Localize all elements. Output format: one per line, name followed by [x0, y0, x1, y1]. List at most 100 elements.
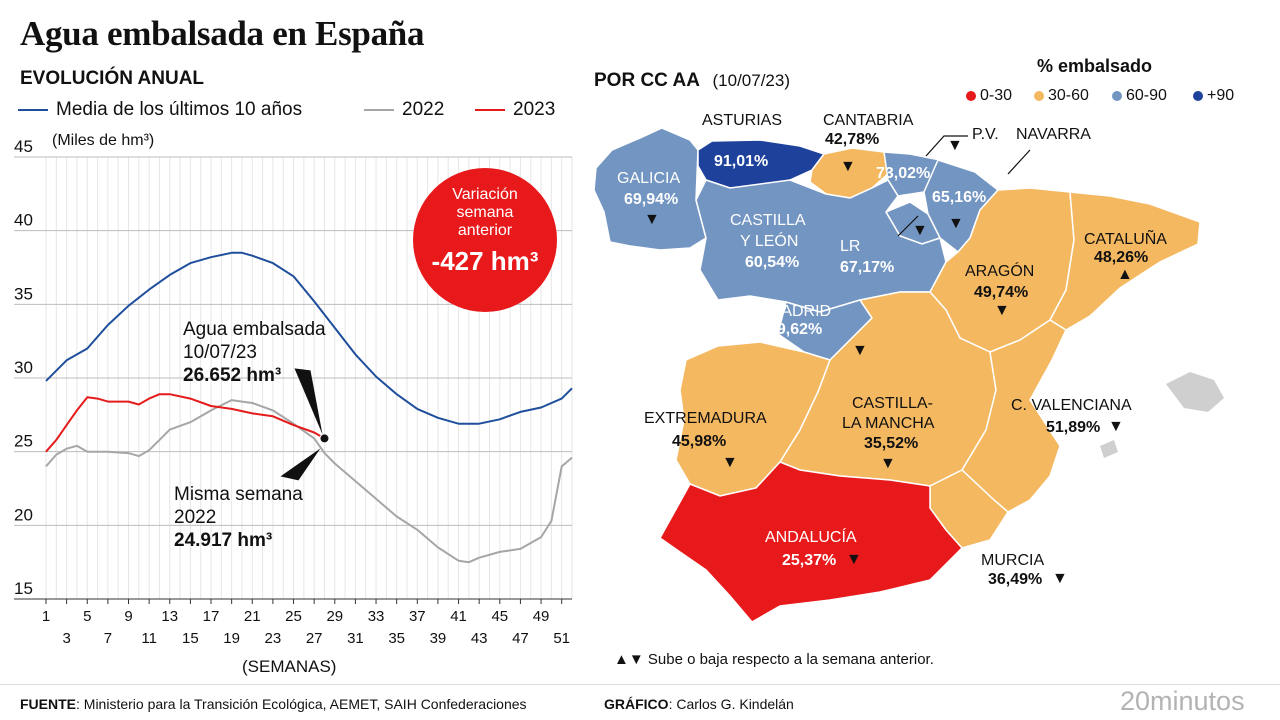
- section-title-ccaa-label: POR CC AA: [594, 70, 700, 91]
- region-cantabria: [809, 147, 891, 199]
- page-title: Agua embalsada en España: [20, 14, 425, 53]
- label-murcia: MURCIA: [981, 552, 1045, 569]
- label-andalucia: ANDALUCÍA: [765, 529, 857, 546]
- label-madrid: MADRID: [768, 303, 832, 320]
- legend-label-2023: 2023: [513, 99, 556, 120]
- arrow-extremadura: ▼: [722, 454, 738, 471]
- region-andalucia: [659, 461, 964, 623]
- map-legend-dot-red: [966, 90, 976, 101]
- region-galicia: [593, 127, 707, 251]
- x-axis-label: (SEMANAS): [242, 657, 337, 676]
- region-baleares-ibiza: [1100, 440, 1118, 458]
- series-line-2023: [45, 393, 325, 453]
- footer-source: FUENTE: Ministerio para la Transición Ec…: [20, 696, 527, 712]
- x-tick-label: 37: [409, 608, 426, 625]
- pct-cataluna: 48,26%: [1094, 249, 1149, 266]
- label-cantabria: CANTABRIA: [823, 112, 914, 129]
- label-asturias: ASTURIAS: [702, 112, 783, 129]
- series-line-2022: [45, 399, 573, 564]
- map-legend-item-60-90: 60-90: [1112, 87, 1167, 105]
- legend-item-2022: 2022: [364, 99, 444, 121]
- label-castilla-la-mancha-1: CASTILLA-: [852, 395, 933, 412]
- annotation-2023-line1: Agua embalsada: [183, 319, 326, 340]
- x-tick-label: 11: [141, 630, 157, 647]
- x-tick-label: 13: [161, 608, 178, 625]
- arrow-cantabria: ▼: [840, 158, 856, 175]
- leader-line-pv: [925, 135, 968, 157]
- map-note: ▲▼ Sube o baja respecto a la semana ante…: [614, 651, 934, 668]
- legend-item-average: Media de los últimos 10 años: [18, 99, 302, 121]
- pct-cantabria: 42,78%: [825, 131, 880, 148]
- x-tick-label: 43: [471, 630, 488, 647]
- annotation-pointer-2023: [294, 368, 323, 435]
- arrow-galicia: ▼: [644, 211, 660, 228]
- pct-valencia: 51,89%: [1046, 419, 1101, 436]
- x-tick-label: 31: [347, 630, 364, 647]
- x-tick-label: 49: [533, 608, 550, 625]
- map-legend-label: 0-30: [980, 87, 1013, 104]
- footer-divider: [0, 684, 1280, 685]
- y-tick-label: 30: [14, 358, 33, 377]
- section-title-ccaa: POR CC AA (10/07/23): [594, 70, 790, 92]
- arrow-madrid: ▼: [852, 342, 868, 359]
- x-tick-label: 33: [368, 608, 385, 625]
- annotation-pointer-2022: [280, 448, 321, 481]
- footer-source-label: FUENTE: [20, 696, 76, 712]
- legend-label-2022: 2022: [402, 99, 445, 120]
- map-legend-dot-orange: [1034, 90, 1044, 101]
- region-baleares-mallorca: [1166, 372, 1224, 412]
- x-tick-label: 5: [83, 608, 91, 625]
- variation-bubble: Variación semana anterior -427 hm³: [413, 168, 557, 312]
- pct-andalucia: 25,37%: [782, 552, 837, 569]
- arrow-aragon: ▼: [994, 302, 1010, 319]
- footer-graphic-label: GRÁFICO: [604, 696, 669, 712]
- y-tick-label: 35: [14, 284, 33, 303]
- label-castilla-la-mancha-2: LA MANCHA: [842, 415, 935, 432]
- annotation-marker: [319, 433, 330, 444]
- pct-pv: 73,02%: [876, 165, 931, 182]
- bubble-value: -427 hm³: [431, 246, 539, 276]
- footer-graphic-text: : Carlos G. Kindelán: [668, 696, 794, 712]
- y-tick-label: 40: [14, 211, 33, 230]
- map-legend-dot-lightblue: [1112, 90, 1122, 101]
- x-tick-label: 27: [306, 630, 323, 647]
- region-asturias: [697, 139, 826, 189]
- pct-la-rioja: 67,17%: [840, 259, 895, 276]
- annotation-2023-value: 26.652 hm³: [183, 365, 282, 386]
- label-galicia: GALICIA: [617, 170, 681, 187]
- map-note-arrows: ▲▼: [614, 651, 644, 668]
- map-legend-label: 30-60: [1048, 87, 1089, 104]
- pct-galicia: 69,94%: [624, 191, 679, 208]
- arrow-navarra: ▼: [948, 215, 964, 232]
- x-tick-label: 35: [388, 630, 405, 647]
- leader-line-navarra: [1007, 149, 1031, 175]
- region-cataluna: [1049, 191, 1201, 331]
- arrow-pv: ▼: [947, 137, 963, 154]
- label-aragon: ARAGÓN: [965, 263, 1035, 280]
- map-legend-dot-darkblue: [1193, 90, 1203, 101]
- map-legend-label: 60-90: [1126, 87, 1167, 104]
- label-castilla-leon-1: CASTILLA: [730, 212, 806, 229]
- x-tick-label: 21: [244, 608, 261, 625]
- y-tick-label: 25: [14, 432, 33, 451]
- pct-asturias: 91,01%: [714, 153, 769, 170]
- region-valencia: [961, 319, 1067, 513]
- bubble-line-2: semana: [456, 204, 514, 221]
- arrow-murcia: ▼: [1052, 570, 1068, 587]
- annotation-2023-line2: 10/07/23: [183, 342, 257, 363]
- x-tick-label: 51: [553, 630, 570, 647]
- section-title-evolution: EVOLUCIÓN ANUAL: [20, 68, 205, 89]
- x-tick-label: 9: [124, 608, 132, 625]
- legend-item-2023: 2023: [475, 99, 555, 121]
- x-tick-label: 1: [42, 608, 50, 625]
- x-tick-label: 41: [450, 608, 467, 625]
- label-cataluna: CATALUÑA: [1084, 231, 1167, 248]
- label-la-rioja: LR: [840, 238, 861, 255]
- annotation-2022-value: 24.917 hm³: [174, 530, 273, 551]
- y-axis-unit: (Miles de hm³): [52, 132, 155, 149]
- legend-swatch-2022: [364, 108, 394, 111]
- arrow-castilla-la-mancha: ▼: [880, 455, 896, 472]
- series-line-average: [45, 251, 573, 425]
- arrow-la-rioja: ▼: [912, 222, 928, 239]
- arrow-cataluna: ▲: [1117, 266, 1133, 283]
